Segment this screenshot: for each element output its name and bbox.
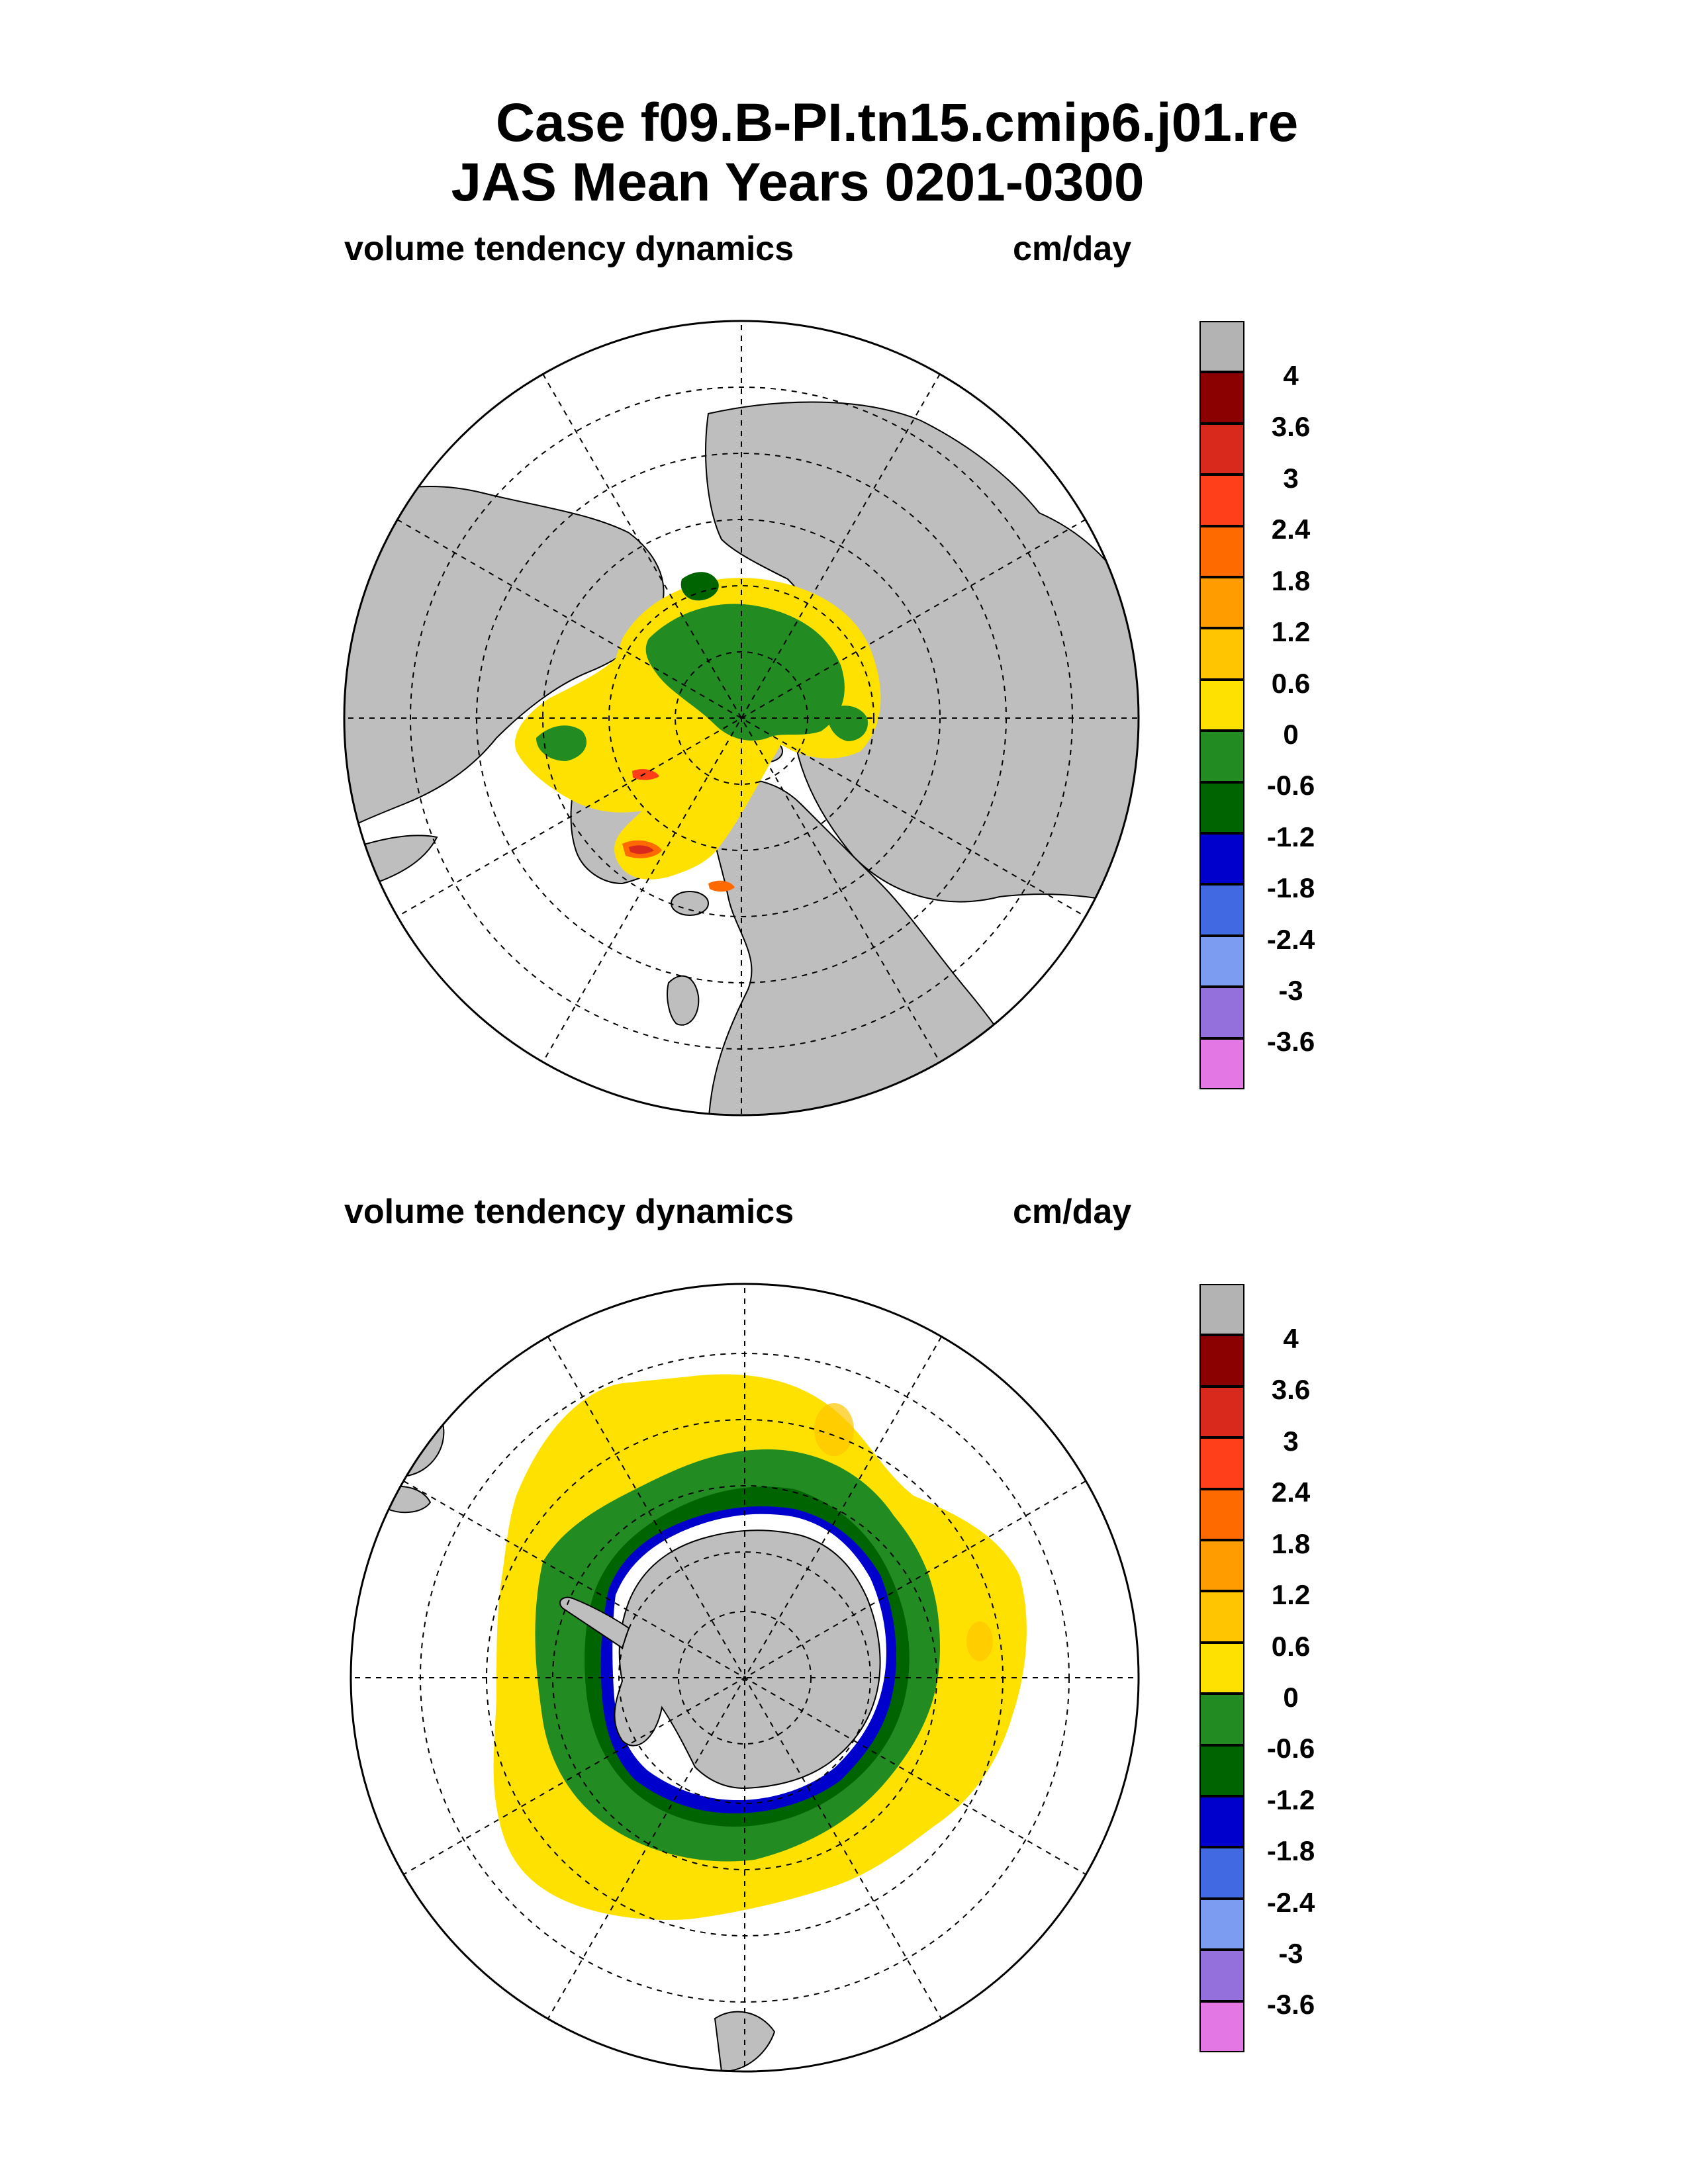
cb-north-swatch-4 <box>1199 525 1244 577</box>
cb-south-swatch-12 <box>1199 1898 1244 1950</box>
cb-north-swatch-2 <box>1199 423 1244 475</box>
cb-south-swatch-5 <box>1199 1540 1244 1592</box>
cb-north-swatch-3 <box>1199 475 1244 526</box>
cb-south-swatch-10 <box>1199 1796 1244 1848</box>
cb-south-label: 3 <box>1283 1426 1299 1457</box>
panel2-subtitle: volume tendency dynamics <box>344 1193 794 1231</box>
panel2-units: cm/day <box>1013 1193 1132 1231</box>
cb-north-swatch-5 <box>1199 577 1244 629</box>
cb-south-label: -3.6 <box>1266 1989 1315 2020</box>
cb-north-swatch-11 <box>1199 884 1244 936</box>
cb-south-swatch-2 <box>1199 1386 1244 1438</box>
cb-north-swatch-8 <box>1199 731 1244 782</box>
cb-north-label: 1.2 <box>1271 616 1311 647</box>
cb-north-label: 0 <box>1283 719 1299 750</box>
cb-north-swatch-7 <box>1199 679 1244 731</box>
cb-south-label: 4 <box>1283 1323 1299 1354</box>
cb-south-label: 2.4 <box>1271 1477 1311 1508</box>
cb-north-label: 3 <box>1283 463 1299 494</box>
colorbar-north <box>1199 321 1246 1095</box>
cb-south-label: 1.8 <box>1271 1528 1311 1559</box>
cb-north-label: 3.6 <box>1271 411 1311 442</box>
cb-south-label: -1.2 <box>1266 1784 1315 1815</box>
cb-north-swatch-14 <box>1199 1038 1244 1089</box>
cb-north-label: -3 <box>1278 975 1303 1006</box>
cb-north-swatch-6 <box>1199 628 1244 680</box>
cb-south-swatch-6 <box>1199 1591 1244 1643</box>
cb-north-label: 0.6 <box>1271 668 1311 699</box>
cb-south-swatch-14 <box>1199 2001 1244 2052</box>
cb-north-label: -2.4 <box>1266 924 1315 955</box>
cb-north-label: 4 <box>1283 360 1299 391</box>
cb-south-swatch-13 <box>1199 1950 1244 2001</box>
cb-south-swatch-9 <box>1199 1745 1244 1796</box>
cb-south-label: -2.4 <box>1266 1887 1315 1918</box>
cb-north-swatch-0 <box>1199 321 1244 373</box>
cb-south-swatch-0 <box>1199 1284 1244 1336</box>
cb-south-swatch-3 <box>1199 1437 1244 1489</box>
north-graticule <box>344 321 1139 1115</box>
cb-north-label: 1.8 <box>1271 565 1311 596</box>
cb-south-label: -1.8 <box>1266 1835 1315 1866</box>
cb-south-swatch-1 <box>1199 1335 1244 1387</box>
colorbar-south <box>1199 1284 1246 2058</box>
cb-south-swatch-4 <box>1199 1488 1244 1540</box>
south-graticule <box>351 1284 1139 2071</box>
cb-north-swatch-1 <box>1199 372 1244 424</box>
south-polar-map <box>350 1283 1140 2073</box>
north-sea-ice-field <box>515 572 881 892</box>
cb-south-label: 3.6 <box>1271 1374 1311 1405</box>
cb-north-swatch-10 <box>1199 833 1244 885</box>
panel1-units: cm/day <box>1013 230 1132 268</box>
cb-south-label: 1.2 <box>1271 1579 1311 1610</box>
cb-north-label: -1.2 <box>1266 821 1315 852</box>
north-polar-map <box>343 320 1140 1116</box>
cb-south-label: -0.6 <box>1266 1733 1315 1764</box>
figure-title-case: Case f09.B-PI.tn15.cmip6.j01.re <box>495 93 1299 153</box>
cb-north-label: -1.8 <box>1266 872 1315 903</box>
cb-south-label: 0 <box>1283 1682 1299 1713</box>
cb-north-label: -3.6 <box>1266 1026 1315 1057</box>
cb-north-label: -0.6 <box>1266 770 1315 801</box>
cb-north-swatch-13 <box>1199 987 1244 1038</box>
cb-south-swatch-8 <box>1199 1694 1244 1745</box>
cb-north-swatch-9 <box>1199 782 1244 833</box>
cb-north-label: 2.4 <box>1271 514 1311 545</box>
cb-south-label: -3 <box>1278 1938 1303 1969</box>
panel1-subtitle: volume tendency dynamics <box>344 230 794 268</box>
cb-south-swatch-11 <box>1199 1847 1244 1899</box>
cb-south-swatch-7 <box>1199 1642 1244 1694</box>
cb-north-swatch-12 <box>1199 935 1244 987</box>
figure-title-period: JAS Mean Years 0201-0300 <box>451 152 1145 212</box>
cb-south-label: 0.6 <box>1271 1631 1311 1662</box>
